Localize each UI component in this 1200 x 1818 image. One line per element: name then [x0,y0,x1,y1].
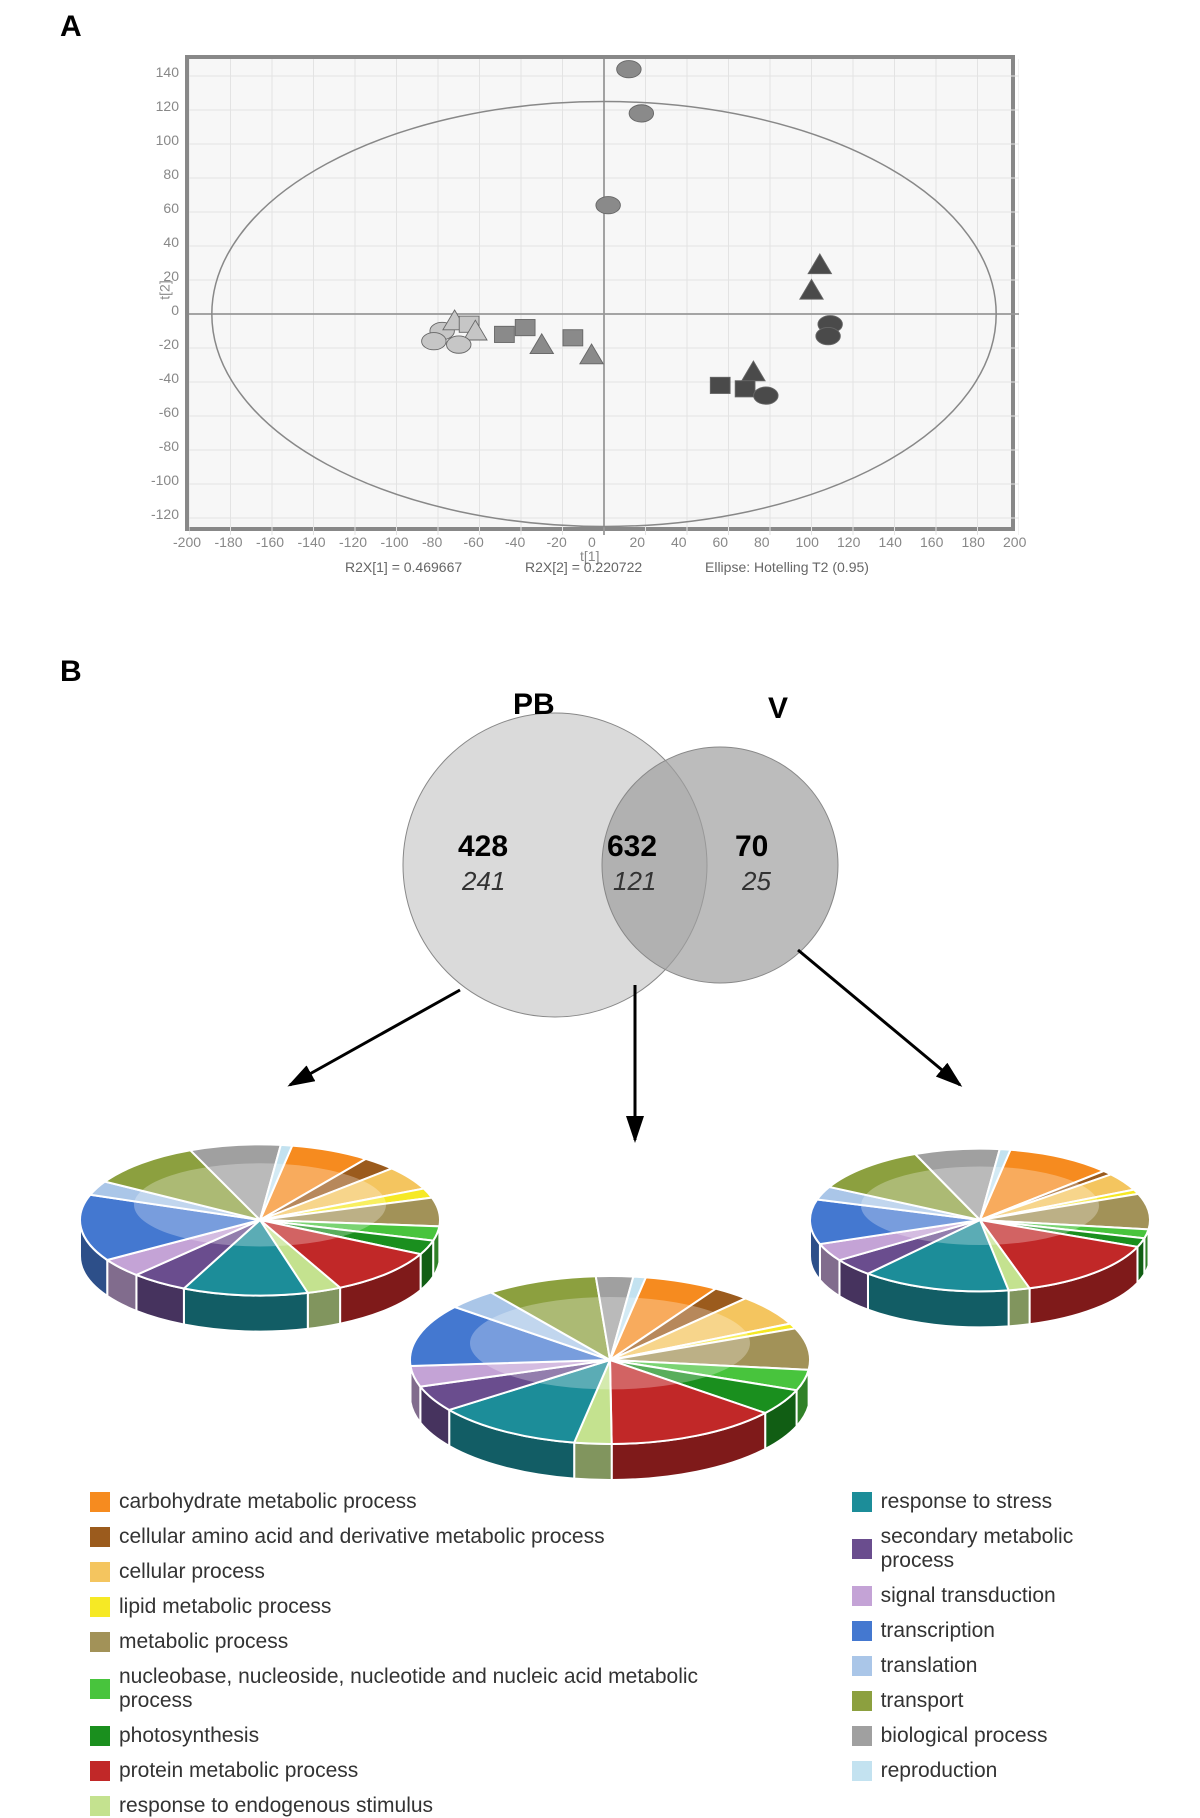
legend-item: transport [852,1689,1150,1713]
legend-item: response to endogenous stimulus [90,1794,772,1818]
legend: carbohydrate metabolic process cellular a… [90,1490,1150,1818]
legend-label: protein metabolic process [119,1759,358,1783]
legend-item: lipid metabolic process [90,1595,772,1619]
scatter-plot [185,55,1015,531]
panel-b: PB V 428 241 632 121 70 25 carbohydrate … [60,660,1160,1790]
legend-swatch [852,1539,872,1559]
legend-label: nucleobase, nucleoside, nucleotide and n… [119,1665,772,1713]
legend-column-2: response to stress secondary metabolic pr… [852,1490,1150,1818]
legend-swatch [852,1621,872,1641]
legend-label: cellular amino acid and derivative metab… [119,1525,605,1549]
scatter-caption-1: R2X[1] = 0.469667 [345,559,462,575]
legend-item: nucleobase, nucleoside, nucleotide and n… [90,1665,772,1713]
legend-label: response to endogenous stimulus [119,1794,433,1818]
legend-item: reproduction [852,1759,1150,1783]
legend-item: secondary metabolic process [852,1525,1150,1573]
panel-a-label: A [60,10,82,44]
legend-item: response to stress [852,1490,1150,1514]
venn-right-bold: 70 [735,830,768,864]
legend-swatch [90,1679,110,1699]
legend-item: protein metabolic process [90,1759,772,1783]
pie-charts [60,1100,1160,1500]
legend-swatch [90,1632,110,1652]
legend-label: biological process [881,1724,1048,1748]
legend-swatch [852,1656,872,1676]
legend-swatch [90,1562,110,1582]
legend-swatch [852,1586,872,1606]
y-axis-label: t[2] [157,280,173,299]
legend-item: cellular amino acid and derivative metab… [90,1525,772,1549]
legend-column-1: carbohydrate metabolic process cellular a… [90,1490,772,1818]
legend-swatch [90,1761,110,1781]
legend-label: cellular process [119,1560,265,1584]
venn-overlap-bold: 632 [607,830,657,864]
venn-right-label: V [768,692,788,726]
legend-swatch [852,1691,872,1711]
legend-swatch [90,1492,110,1512]
legend-swatch [90,1726,110,1746]
legend-swatch [852,1761,872,1781]
panel-a: -120-100-80-60-40-20020406080100120140 -… [85,10,1135,590]
legend-item: photosynthesis [90,1724,772,1748]
legend-swatch [852,1726,872,1746]
legend-swatch [90,1597,110,1617]
legend-label: signal transduction [881,1584,1056,1608]
scatter-caption-3: Ellipse: Hotelling T2 (0.95) [705,559,869,575]
legend-item: translation [852,1654,1150,1678]
legend-label: transport [881,1689,964,1713]
legend-item: metabolic process [90,1630,772,1654]
legend-item: carbohydrate metabolic process [90,1490,772,1514]
legend-label: secondary metabolic process [881,1525,1150,1573]
venn-left-label: PB [513,688,555,722]
legend-label: photosynthesis [119,1724,259,1748]
venn-overlap-italic: 121 [613,866,656,897]
venn-right-italic: 25 [742,866,771,897]
legend-label: lipid metabolic process [119,1595,331,1619]
legend-label: transcription [881,1619,995,1643]
venn-left-bold: 428 [458,830,508,864]
legend-swatch [852,1492,872,1512]
legend-item: biological process [852,1724,1150,1748]
legend-label: translation [881,1654,978,1678]
legend-label: carbohydrate metabolic process [119,1490,417,1514]
venn-diagram: PB V 428 241 632 121 70 25 [340,690,880,1020]
scatter-caption-2: R2X[2] = 0.220722 [525,559,642,575]
legend-label: response to stress [881,1490,1053,1514]
legend-item: signal transduction [852,1584,1150,1608]
legend-swatch [90,1527,110,1547]
legend-swatch [90,1796,110,1816]
legend-label: reproduction [881,1759,998,1783]
venn-left-italic: 241 [462,866,505,897]
legend-item: cellular process [90,1560,772,1584]
legend-label: metabolic process [119,1630,288,1654]
legend-item: transcription [852,1619,1150,1643]
